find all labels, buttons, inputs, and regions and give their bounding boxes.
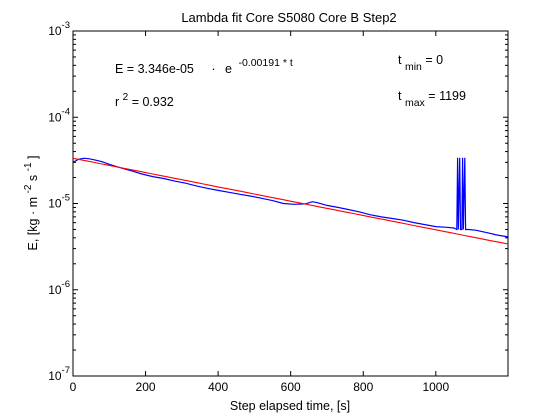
x-tick-label: 600	[281, 380, 301, 394]
y-tick-exponent: -6	[62, 279, 70, 290]
y-tick-label: 10-5	[48, 193, 70, 211]
r-squared-label: r	[115, 95, 119, 109]
r-squared-value: = 0.932	[132, 95, 174, 109]
t-max-sub: max	[405, 97, 426, 109]
y-tick-exponent: -3	[62, 20, 70, 31]
equation-exponent: -0.00191 * t	[238, 57, 292, 69]
y-tick-label: 10-4	[48, 106, 70, 124]
y-tick-base: 10	[48, 283, 62, 297]
t-max: t max = 1199	[398, 89, 466, 109]
r-squared: r 2 = 0.932	[115, 89, 174, 109]
t-min-label: t	[398, 53, 402, 67]
series-layer	[72, 157, 509, 245]
fit-equation: E = 3.346e-05 · e -0.00191 * t	[115, 57, 293, 76]
y-tick-base: 10	[48, 369, 62, 383]
y-label-prefix: E, [kg · m	[26, 197, 40, 250]
r-squared-sup: 2	[123, 92, 129, 103]
x-tick-label: 0	[70, 380, 77, 394]
y-label-suffix: ]	[26, 156, 40, 159]
y-axis-label: E, [kg · m -2 s -1 ]	[20, 156, 40, 251]
x-axis-label: Step elapsed time, [s]	[230, 399, 350, 413]
y-tick-label: 10-3	[48, 20, 70, 38]
equation-base: e	[225, 62, 232, 76]
fit-series-line	[72, 157, 509, 245]
y-label-exp1: -2	[23, 184, 34, 193]
measured-series-line	[72, 157, 509, 238]
x-tick-label: 800	[353, 380, 373, 394]
y-tick-exponent: -4	[62, 106, 70, 117]
x-tick-label: 400	[208, 380, 228, 394]
chart-title: Lambda fit Core S5080 Core B Step2	[181, 10, 396, 25]
x-tick-label: 200	[136, 380, 156, 394]
y-tick-base: 10	[48, 110, 62, 124]
y-tick-base: 10	[48, 197, 62, 211]
t-min-sub: min	[405, 61, 422, 73]
y-tick-label: 10-7	[48, 365, 70, 383]
y-tick-label: 10-6	[48, 279, 70, 297]
y-label-exp2: -1	[23, 162, 34, 171]
t-min: t min = 0	[398, 53, 443, 73]
t-min-value: = 0	[425, 53, 443, 67]
y-tick-exponent: -7	[62, 365, 70, 376]
y-tick-base: 10	[48, 24, 62, 38]
y-label-middle: s	[26, 175, 40, 181]
t-max-value: = 1199	[428, 89, 466, 103]
equation-lhs: E = 3.346e-05	[115, 62, 194, 76]
equation-dot: ·	[211, 62, 215, 76]
y-tick-exponent: -5	[62, 193, 70, 204]
t-max-label: t	[398, 89, 402, 103]
x-tick-label: 1000	[422, 380, 449, 394]
